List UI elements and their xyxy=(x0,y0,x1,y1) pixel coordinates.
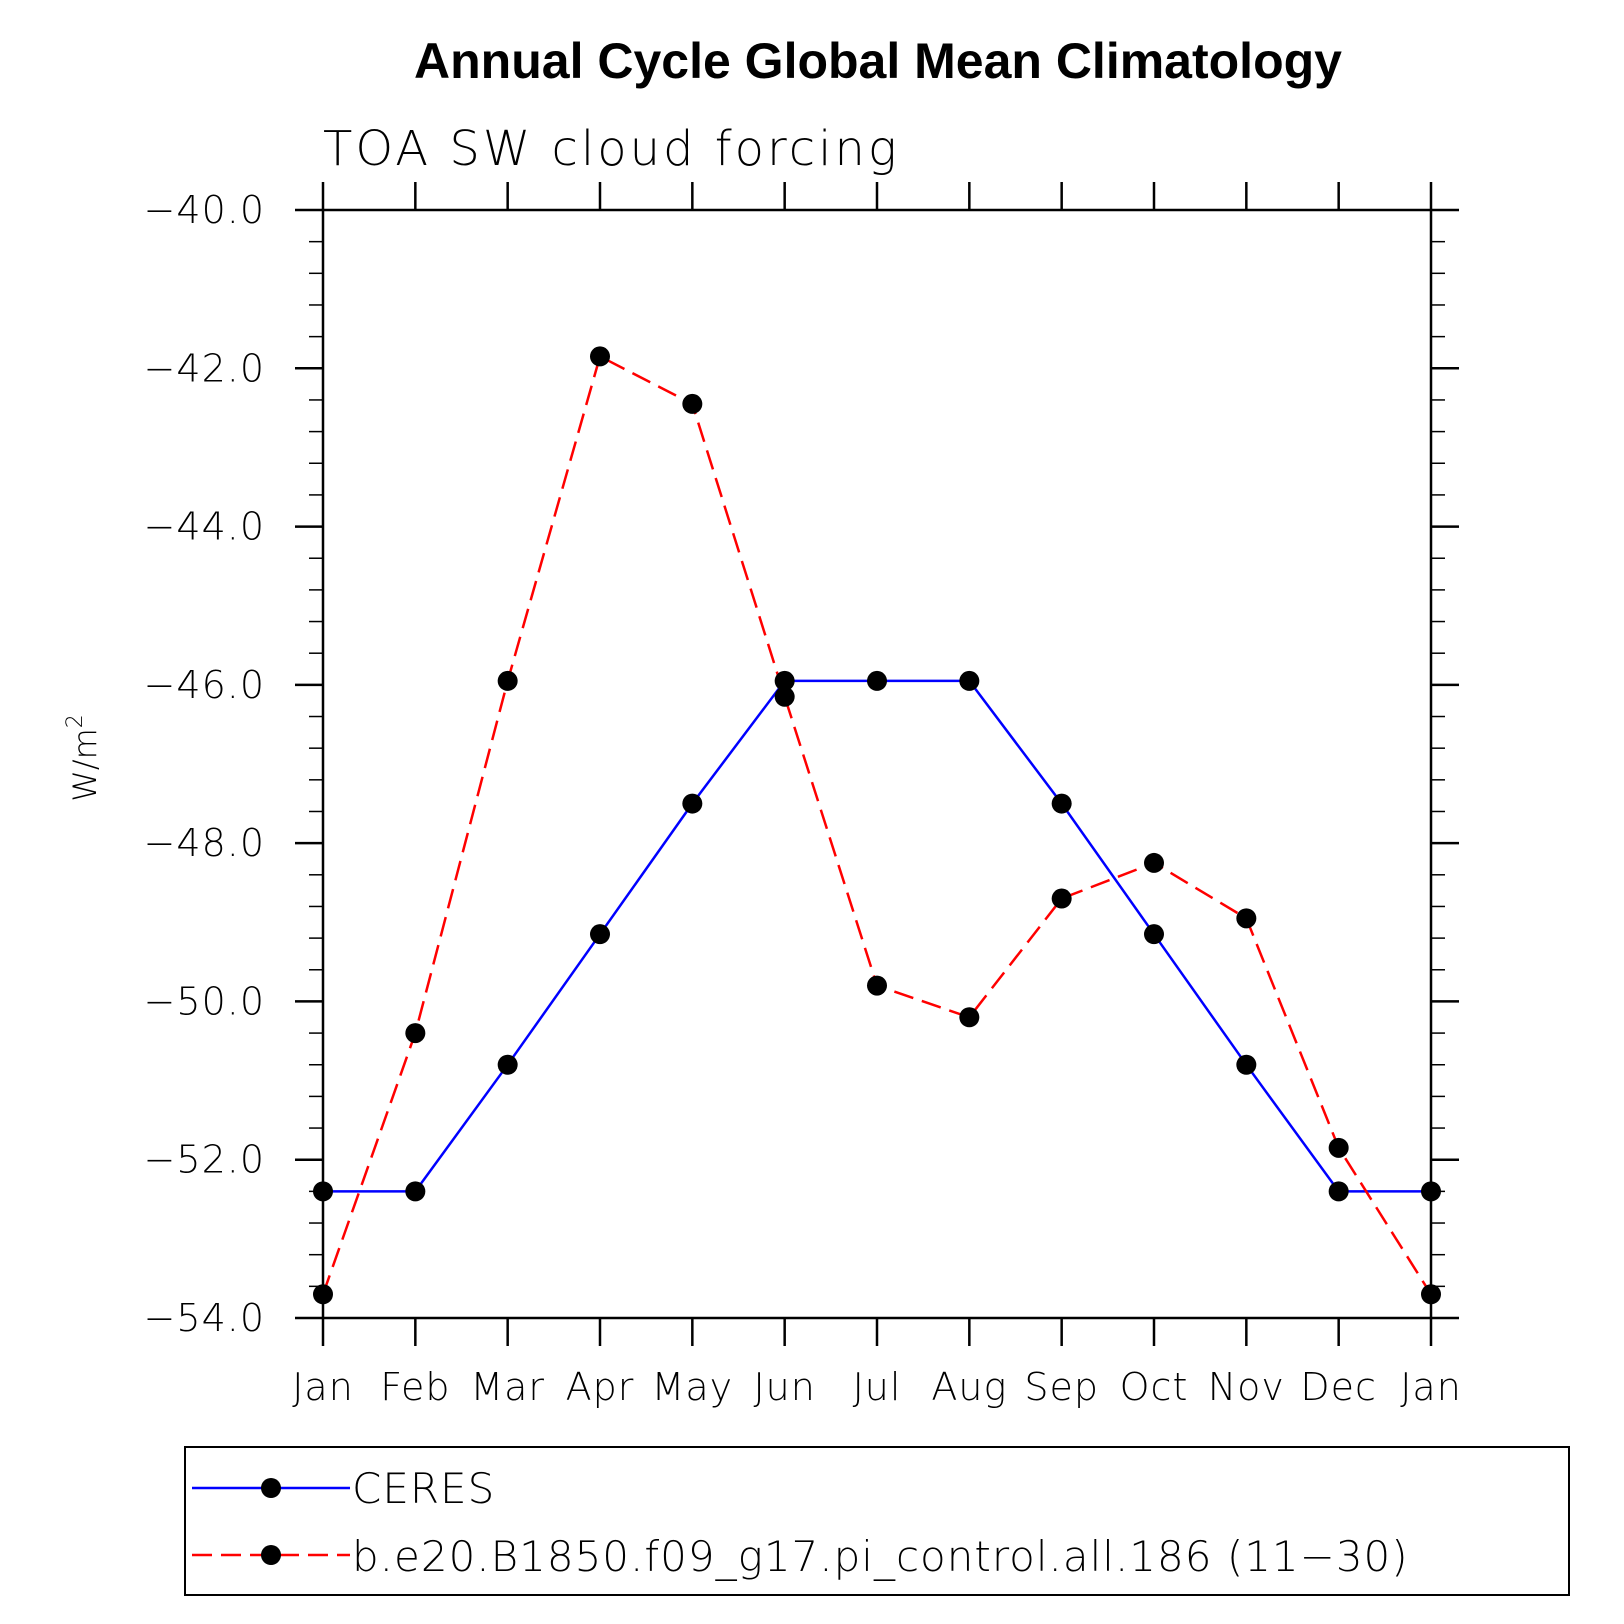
series-1-point xyxy=(405,1023,426,1044)
x-tick-label: Jan xyxy=(1400,1365,1462,1409)
x-tick-label: Feb xyxy=(380,1365,450,1409)
series-layer xyxy=(313,346,1441,1305)
series-line-0 xyxy=(323,679,1431,1193)
x-tick-label: Aug xyxy=(931,1365,1007,1409)
y-tick-label: −46.0 xyxy=(144,663,265,707)
plot-frame xyxy=(321,208,1433,1320)
svg-text:W/m2: W/m2 xyxy=(63,714,104,802)
x-tick-label: Nov xyxy=(1208,1365,1285,1409)
series-1-point xyxy=(497,670,518,691)
y-axis-label-text: W/m xyxy=(66,728,104,802)
series-line-1 xyxy=(321,354,1433,1295)
series-0-point xyxy=(497,1054,518,1075)
series-0-point xyxy=(313,1181,333,1202)
x-tick-label: Dec xyxy=(1300,1365,1377,1409)
axis-ticks xyxy=(295,182,1459,1346)
series-1-point xyxy=(959,1007,980,1028)
legend-marker-ceres xyxy=(261,1478,281,1498)
chart-subtitle: TOA SW cloud forcing xyxy=(323,121,900,177)
series-0-point xyxy=(590,924,610,945)
series-1-point xyxy=(1421,1284,1441,1305)
series-1-point xyxy=(1051,888,1072,909)
y-tick-labels: −54.0 −52.0 −50.0 −48.0 −46.0 −44.0 −42.0 −40.0 xyxy=(144,188,265,1340)
y-axis-label: W/m2 xyxy=(63,714,104,802)
y-tick-label: −54.0 xyxy=(144,1296,265,1340)
x-tick-label: Apr xyxy=(566,1365,635,1409)
series-0-point xyxy=(867,670,887,691)
x-tick-label: Jan xyxy=(292,1365,354,1409)
series-0-point xyxy=(1328,1181,1349,1202)
x-tick-label: Sep xyxy=(1024,1365,1099,1409)
series-0-point xyxy=(1236,1054,1257,1075)
series-1-point xyxy=(774,686,795,707)
y-tick-label: −42.0 xyxy=(144,346,265,390)
x-tick-label: Oct xyxy=(1120,1365,1189,1409)
x-tick-label: May xyxy=(652,1365,734,1409)
y-tick-label: −44.0 xyxy=(144,505,265,549)
legend-label-ceres: CERES xyxy=(352,1464,495,1513)
series-0-point xyxy=(682,793,703,814)
series-0-point xyxy=(1421,1181,1441,1202)
x-tick-label: Jul xyxy=(853,1365,902,1409)
legend-box xyxy=(184,1446,1570,1596)
series-1-point xyxy=(313,1284,333,1305)
legend-marker-model xyxy=(261,1545,281,1565)
series-1-point xyxy=(1144,852,1164,873)
series-0-point xyxy=(959,670,980,691)
y-tick-label: −50.0 xyxy=(144,979,265,1023)
series-1-point xyxy=(1236,908,1257,929)
series-1-point xyxy=(590,346,610,367)
series-0-point xyxy=(1144,924,1164,945)
legend: CERES b.e20.B1850.f09_g17.pi_control.all… xyxy=(184,1446,1570,1596)
x-tick-label: Mar xyxy=(470,1365,545,1409)
series-0-point xyxy=(774,670,795,691)
y-axis-label-superscript: 2 xyxy=(63,714,88,728)
chart-title: Annual Cycle Global Mean Climatology xyxy=(414,33,1342,89)
x-tick-labels: Jan Feb Mar Apr May Jun Jul Aug Sep Oct Nov Dec Jan xyxy=(292,1365,1462,1409)
x-tick-label: Jun xyxy=(753,1365,815,1409)
legend-label-model: b.e20.B1850.f09_g17.pi_control.all.186 (… xyxy=(352,1532,1409,1581)
series-1-point xyxy=(1328,1137,1349,1158)
series-1-point xyxy=(682,393,703,414)
series-0-point xyxy=(1051,793,1072,814)
series-1-point xyxy=(867,975,887,996)
y-tick-label: −48.0 xyxy=(144,821,265,865)
series-0-point xyxy=(405,1181,426,1202)
y-tick-label: −40.0 xyxy=(144,188,265,232)
y-tick-label: −52.0 xyxy=(144,1138,265,1182)
